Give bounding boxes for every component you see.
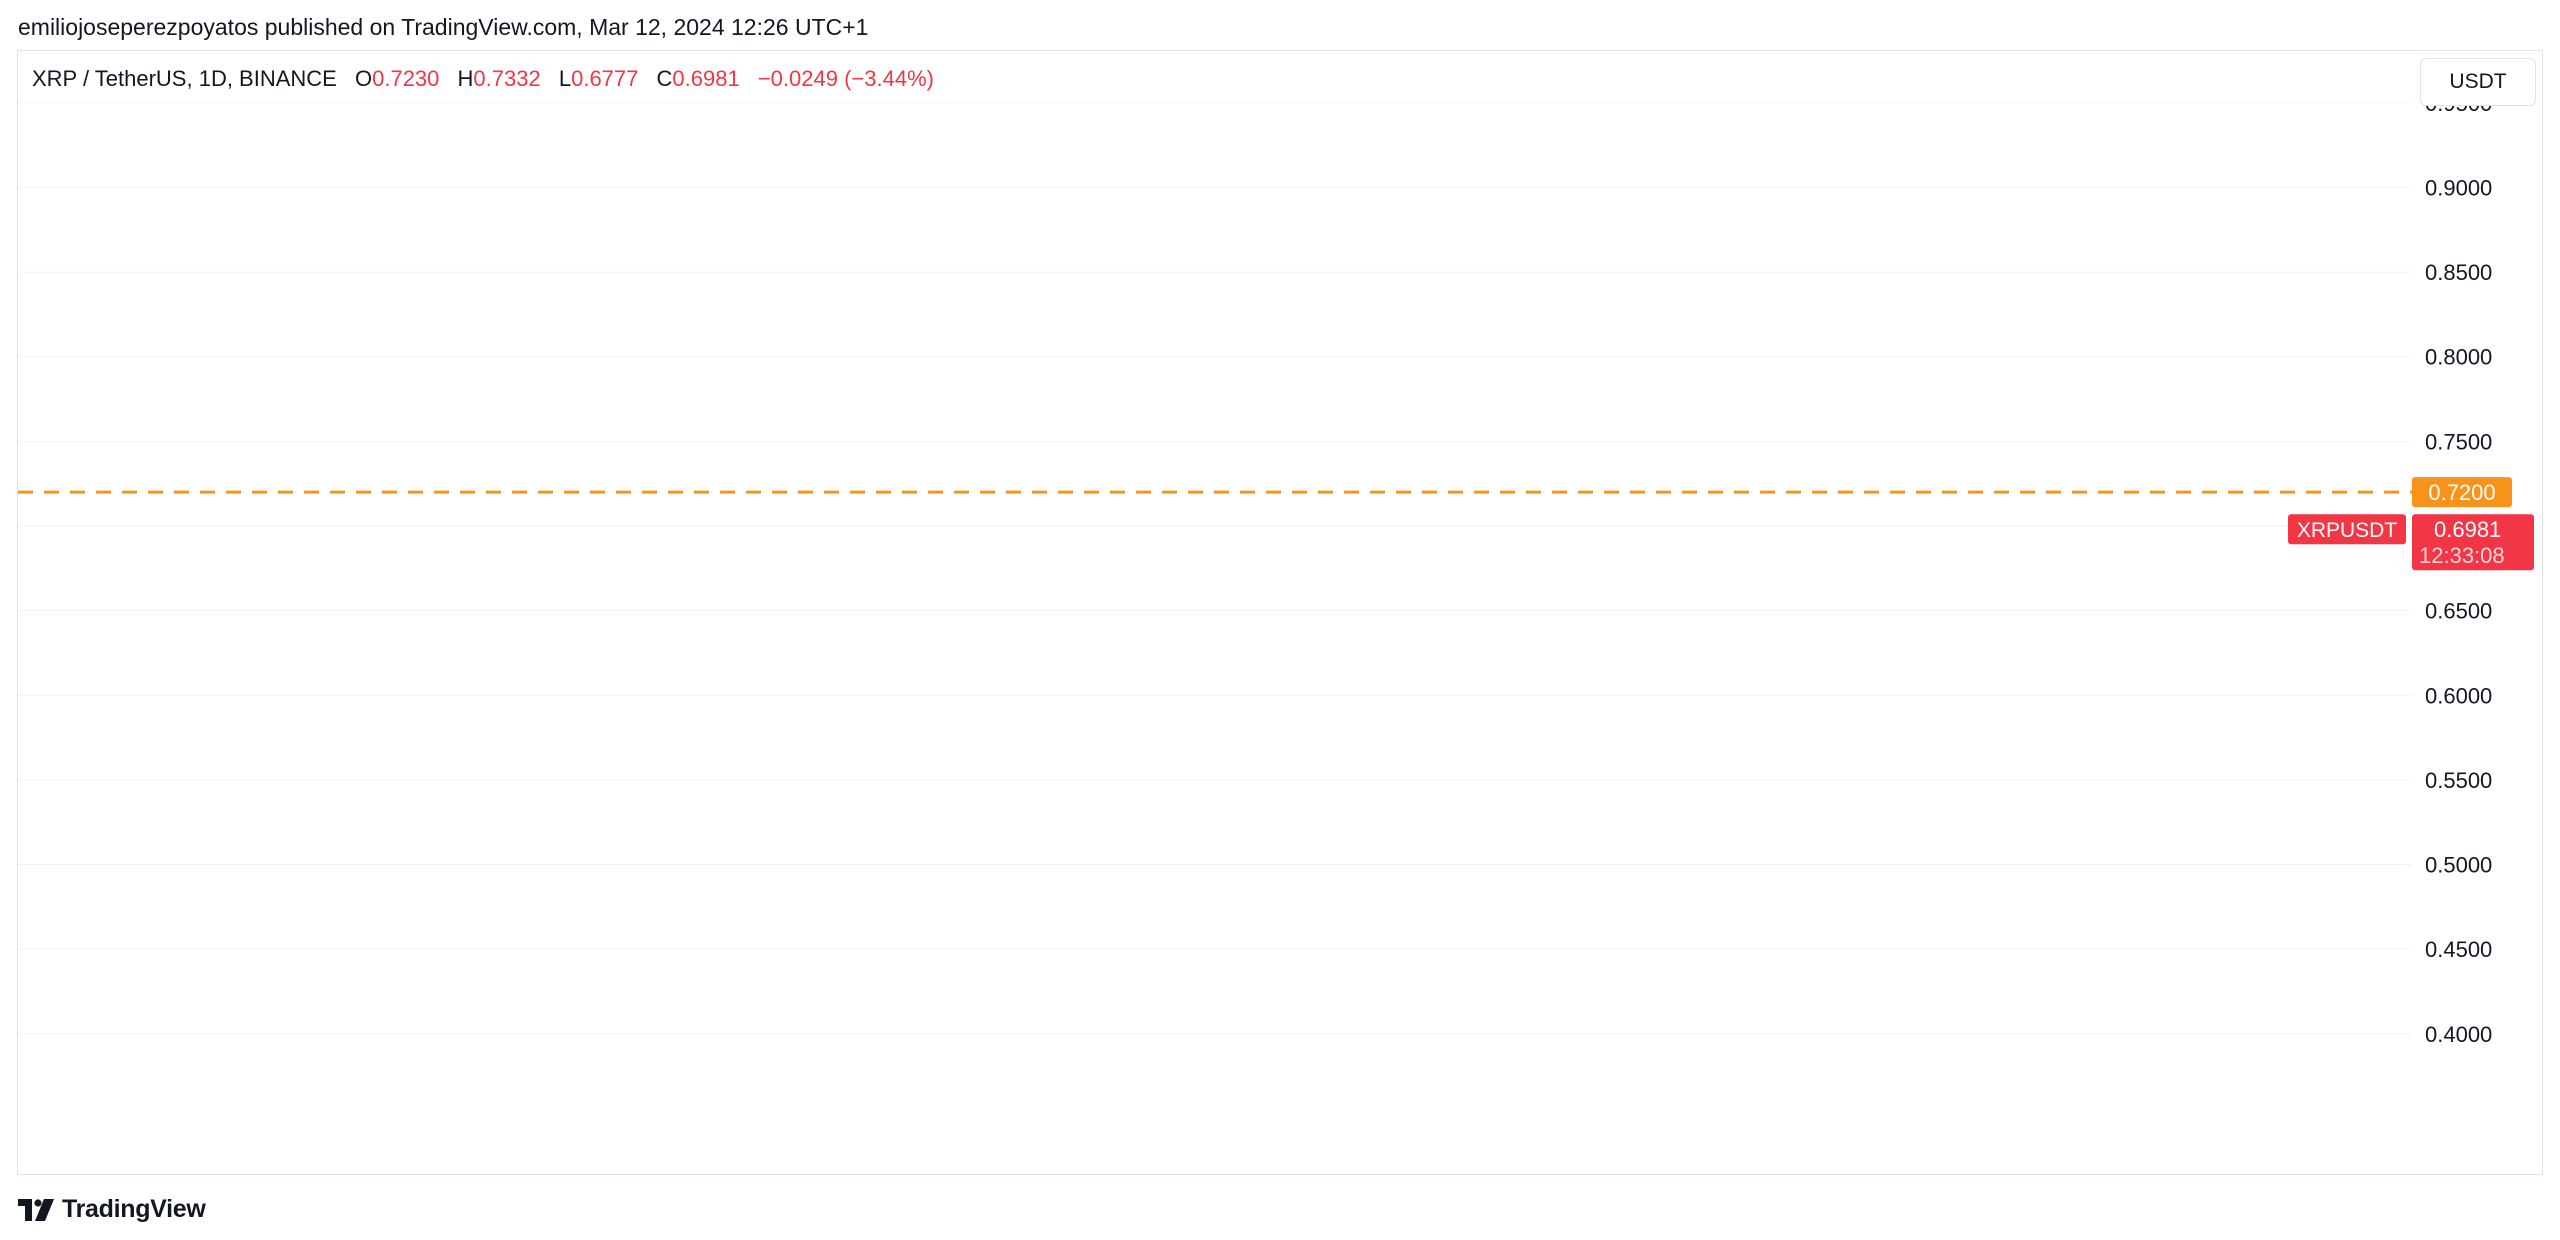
y-tick-label: 0.4500 xyxy=(2425,937,2492,962)
open-value: 0.7230 xyxy=(372,66,440,91)
level-price-label: 0.7200 xyxy=(2428,480,2495,505)
open-key: O xyxy=(354,66,373,91)
tradingview-logo[interactable]: TradingView xyxy=(18,1195,206,1224)
low-value: 0.6777 xyxy=(571,66,639,91)
y-tick-label: 0.5500 xyxy=(2425,768,2492,793)
y-tick-label: 0.6500 xyxy=(2425,599,2492,624)
close-value: 0.6981 xyxy=(672,66,740,91)
change-value: −0.0249 (−3.44%) xyxy=(757,66,934,91)
low-key: L xyxy=(558,66,572,91)
symbol-price-tag xyxy=(2288,514,2406,545)
y-tick-label: 0.6000 xyxy=(2425,683,2492,708)
last-price-label: 0.6981 xyxy=(2434,517,2501,542)
chart-frame xyxy=(17,50,2543,1175)
close-key: C xyxy=(656,66,673,91)
last-price-badge xyxy=(2412,514,2534,571)
high-value: 0.7332 xyxy=(473,66,541,91)
high-key: H xyxy=(457,66,474,91)
level-price-badge xyxy=(2412,477,2512,508)
y-tick-label: 0.4000 xyxy=(2425,1022,2492,1047)
symbol-price-tag-label: XRPUSDT xyxy=(2297,519,2398,542)
y-tick-label: 0.8500 xyxy=(2425,260,2492,285)
symbol-label[interactable]: XRP / TetherUS, 1D, BINANCE xyxy=(32,66,337,91)
tradingview-logo-text: TradingView xyxy=(62,1195,206,1223)
y-tick-label: 0.8000 xyxy=(2425,345,2492,370)
ohlc-legend: XRP / TetherUS, 1D, BINANCE O0.7230 H0.7… xyxy=(32,66,934,92)
y-tick-label: 0.7500 xyxy=(2425,429,2492,454)
tradingview-logo-icon xyxy=(18,1198,54,1221)
currency-unit-button[interactable]: USDT xyxy=(2420,58,2536,106)
y-tick-label: 0.9000 xyxy=(2425,175,2492,200)
publish-info: emiliojoseperezpoyatos published on Trad… xyxy=(18,14,869,40)
countdown-label: 12:33:08 xyxy=(2419,543,2505,568)
y-tick-label: 0.5000 xyxy=(2425,853,2492,878)
